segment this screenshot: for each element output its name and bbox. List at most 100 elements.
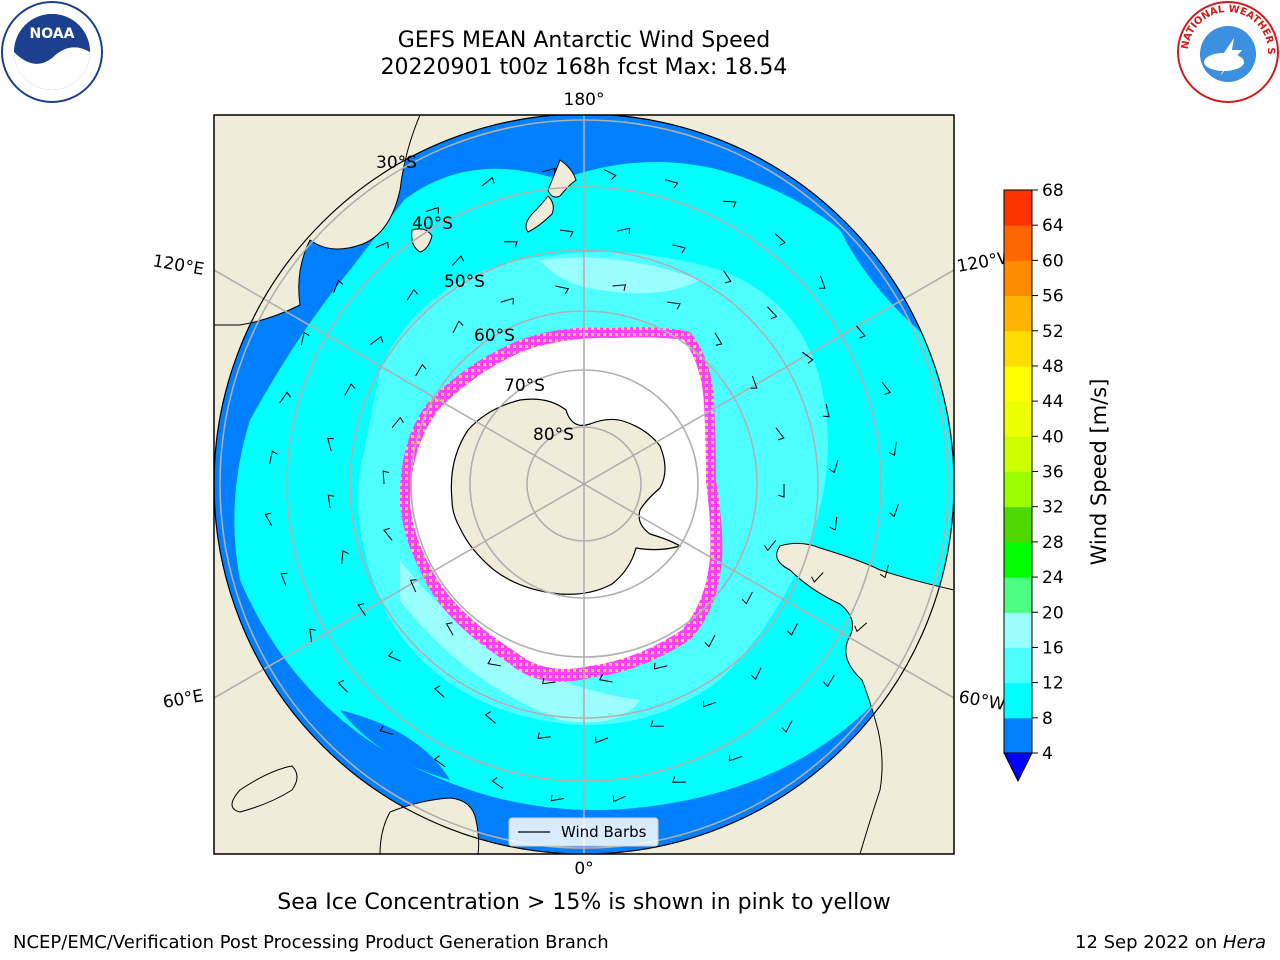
wind-barb: [616, 227, 631, 235]
wind-barb: [375, 241, 389, 249]
wind-barb: [300, 331, 310, 346]
wind-barb: [879, 564, 889, 579]
colorbar-segment: [1004, 295, 1032, 332]
colorbar-tick-label: 40: [1042, 427, 1064, 447]
footer-credit: NCEP/EMC/Verification Post Processing Pr…: [13, 932, 609, 953]
wind-barb: [856, 325, 866, 339]
colorbar-tick-label: 64: [1042, 216, 1064, 236]
land-south-america: [776, 542, 954, 854]
lon-label-180: 180°: [564, 90, 605, 110]
wind-barb: [269, 450, 278, 465]
wind-barb: [279, 391, 292, 404]
wind-barb: [504, 241, 518, 248]
wind-barb: [774, 233, 786, 246]
map-legend: Wind Barbs: [508, 817, 659, 847]
colorbar-tick-label: 24: [1042, 568, 1064, 588]
colorbar-segment: [1004, 365, 1032, 402]
wind-barb: [344, 383, 356, 396]
wind-barb: [537, 732, 551, 739]
colorbar-tick-label: 4: [1042, 744, 1053, 764]
nws-logo-icon: NATIONAL WEATHER SERVICE: [1176, 0, 1279, 103]
colorbar-tick-label: 60: [1042, 251, 1064, 271]
wind-barb: [818, 275, 826, 289]
wind-barb: [722, 200, 737, 208]
footer-host: Hera: [1222, 932, 1266, 953]
colorbar-segment: [1004, 225, 1032, 261]
wind-barb: [452, 320, 464, 334]
wind-barb: [729, 754, 743, 762]
colorbar-segment: [1004, 506, 1032, 543]
lon-label-120e: 120°E: [151, 251, 205, 280]
wind-barb: [484, 711, 496, 724]
wind-barb: [750, 667, 762, 681]
colorbar-segment: [1004, 647, 1032, 684]
wind-barb: [542, 167, 556, 175]
wind-barb: [829, 459, 839, 474]
colorbar-segment: [1004, 717, 1032, 754]
colorbar-tick-label: 12: [1042, 674, 1064, 694]
wind-barb: [672, 244, 686, 254]
wind-barb: [823, 403, 830, 418]
colorbar-tick-label: 48: [1042, 357, 1064, 377]
wind-barb: [542, 677, 556, 685]
lat-label-30s: 30°S: [376, 153, 417, 173]
colorbar-segment: [1004, 471, 1032, 508]
colorbar-tick-label: 44: [1042, 392, 1064, 412]
ocean-high-wind-north: [540, 257, 700, 294]
lon-label-0: 0°: [574, 859, 593, 879]
wind-barb: [387, 651, 401, 662]
wind-barb: [786, 623, 798, 636]
meridian-120w-60e: [214, 269, 954, 699]
wind-barb: [451, 255, 465, 267]
colorbar-segment: [1004, 541, 1032, 578]
wind-barb: [550, 794, 565, 802]
chart-title: GEFS MEAN Antarctic Wind Speed: [397, 28, 771, 53]
wind-barb: [612, 795, 626, 803]
wind-barb: [750, 375, 758, 389]
colorbar-segment: [1004, 260, 1032, 297]
wind-barb: [667, 301, 681, 310]
colorbar-tick-label: 36: [1042, 463, 1064, 483]
lat-label-50s: 50°S: [444, 272, 485, 292]
wind-barb: [481, 176, 495, 187]
wind-barb: [433, 755, 446, 768]
wind-barb: [309, 628, 316, 643]
wind-barb: [703, 700, 716, 708]
wind-barb: [333, 279, 344, 293]
colorbar-underflow-arrow: [1003, 752, 1033, 783]
colorbar-tick-label: 28: [1042, 533, 1064, 553]
colorbar-tick-label: 52: [1042, 322, 1064, 342]
colorbar-segment: [1004, 682, 1032, 719]
wind-barb: [741, 591, 753, 605]
wind-barb: [854, 622, 868, 633]
wind-barb: [382, 470, 390, 485]
colorbar-segment: [1004, 577, 1032, 613]
legend-label: Wind Barbs: [561, 823, 647, 841]
colorbar-segment: [1004, 436, 1032, 472]
colorbar-tick-label: 8: [1042, 709, 1053, 729]
chart-subtitle: 20220901 t00z 168h fcst Max: 18.54: [380, 55, 788, 80]
ocean-high-wind-east: [400, 560, 640, 723]
wind-barbs: [264, 167, 899, 803]
wind-barb: [650, 720, 664, 727]
land-antarctica: [450, 398, 682, 595]
wind-barb: [811, 572, 824, 583]
land-nz-south: [525, 195, 554, 233]
wind-barb: [672, 776, 686, 783]
wind-barb: [559, 229, 574, 238]
wind-barb: [612, 284, 627, 291]
wind-barb: [383, 527, 393, 541]
noaa-logo-icon: NOAA: [1, 1, 103, 103]
wind-barb: [337, 679, 348, 693]
wind-barb: [823, 675, 835, 688]
wind-barb: [379, 725, 393, 735]
wind-barb: [491, 777, 504, 789]
wind-barb: [767, 306, 778, 320]
wind-barb: [775, 427, 785, 441]
lat-label-70s: 70°S: [504, 376, 545, 396]
wind-barb: [598, 674, 613, 683]
wind-barb: [445, 622, 454, 636]
wind-barb: [327, 494, 335, 509]
